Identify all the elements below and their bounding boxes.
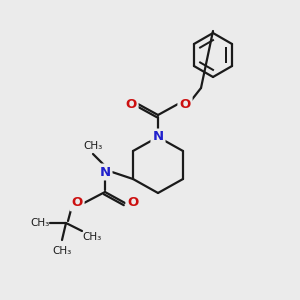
Text: CH₃: CH₃ <box>82 232 102 242</box>
Text: O: O <box>128 196 139 209</box>
Text: O: O <box>179 98 191 110</box>
Text: CH₃: CH₃ <box>83 141 103 151</box>
Text: CH₃: CH₃ <box>30 218 50 228</box>
Text: N: N <box>152 130 164 143</box>
Text: N: N <box>99 166 111 178</box>
Text: O: O <box>71 196 82 209</box>
Text: O: O <box>125 98 136 110</box>
Text: CH₃: CH₃ <box>52 246 72 256</box>
